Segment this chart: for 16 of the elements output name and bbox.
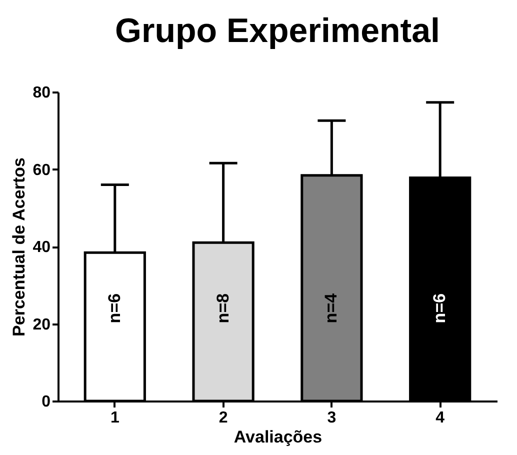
y-tick-label: 80 [32,84,51,102]
annotation: n=6 [104,293,124,324]
x-axis-title: Avaliações [234,428,322,446]
y-tick-label: 60 [32,162,51,179]
x-tick-label: 3 [327,410,336,426]
x-tick-label: 1 [110,410,120,426]
y-tick-label: 40 [32,239,51,256]
x-tick-label: 2 [218,410,228,426]
annotation: n=4 [322,292,341,324]
x-tick-label: 4 [436,410,445,426]
chart-title: Grupo Experimental [115,12,440,50]
annotation: n=6 [430,293,450,324]
y-axis-title: Percentual de Acertos [10,158,29,336]
annotation: n=8 [213,293,232,324]
y-tick-label: 20 [32,316,51,334]
y-tick-label: 0 [42,394,51,410]
